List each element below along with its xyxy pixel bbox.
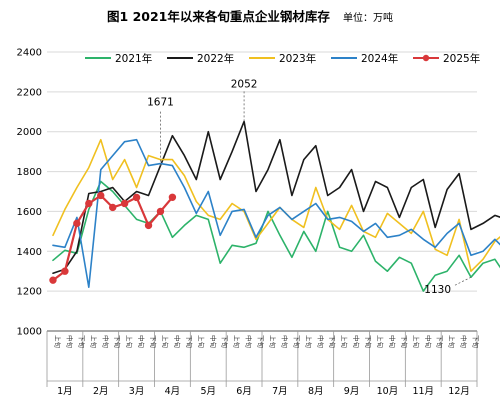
data-point xyxy=(156,207,165,216)
month-label: 2月 xyxy=(93,386,109,397)
series-line xyxy=(52,138,500,289)
x-tick-label: 下旬 xyxy=(436,335,445,349)
x-tick-label: 上旬 xyxy=(89,335,98,349)
data-point xyxy=(73,219,81,228)
month-label: 8月 xyxy=(308,386,324,397)
x-tick-label: 中旬 xyxy=(388,335,397,349)
y-tick-label: 2200 xyxy=(17,87,42,98)
chart-title: 图1 2021年以来各旬重点企业钢材库存 xyxy=(107,9,330,24)
x-tick-label: 上旬 xyxy=(412,335,421,349)
month-label: 9月 xyxy=(344,386,360,397)
x-tick-label: 下旬 xyxy=(472,335,481,349)
data-point xyxy=(144,221,153,230)
x-tick-label: 中旬 xyxy=(460,335,469,349)
x-tick-label: 下旬 xyxy=(292,335,301,349)
x-tick-label: 上旬 xyxy=(197,335,206,349)
x-tick-label: 中旬 xyxy=(209,335,218,349)
month-label: 1月 xyxy=(57,386,73,397)
data-point xyxy=(108,203,117,212)
x-tick-label: 中旬 xyxy=(101,335,110,349)
y-tick-label: 2400 xyxy=(17,48,42,59)
month-label: 5月 xyxy=(200,386,216,397)
legend-label: 2022年 xyxy=(197,52,234,65)
x-tick-label: 下旬 xyxy=(257,335,266,349)
x-tick-label: 中旬 xyxy=(65,335,74,349)
month-label: 6月 xyxy=(236,386,252,397)
data-point xyxy=(49,276,57,284)
y-tick-label: 1000 xyxy=(17,327,42,338)
x-tick-label: 上旬 xyxy=(340,335,349,349)
month-label: 10月 xyxy=(377,386,399,397)
x-tick-label: 中旬 xyxy=(424,335,433,349)
data-point xyxy=(61,267,69,275)
x-tick-label: 下旬 xyxy=(77,335,86,349)
data-point xyxy=(132,193,141,202)
month-label: 11月 xyxy=(412,386,434,397)
legend-label: 2025年 xyxy=(443,52,480,65)
y-tick-label: 1400 xyxy=(17,247,42,258)
data-label: 1671 xyxy=(147,97,174,109)
series-line xyxy=(52,180,500,292)
x-tick-label: 上旬 xyxy=(448,335,457,349)
x-tick-label: 上旬 xyxy=(304,335,313,349)
x-tick-label: 上旬 xyxy=(53,335,62,349)
x-tick-label: 下旬 xyxy=(328,335,337,349)
data-point xyxy=(120,199,129,208)
x-tick-label: 下旬 xyxy=(149,335,158,349)
x-tick-label: 中旬 xyxy=(316,335,325,349)
data-label: 2052 xyxy=(231,78,258,90)
month-label: 12月 xyxy=(448,386,470,397)
series-line xyxy=(52,120,500,275)
x-tick-label: 下旬 xyxy=(113,335,122,349)
month-label: 7月 xyxy=(272,386,288,397)
y-tick-label: 1800 xyxy=(17,167,42,178)
y-tick-label: 1600 xyxy=(17,207,42,218)
x-tick-label: 上旬 xyxy=(268,335,277,349)
month-label: 3月 xyxy=(129,386,145,397)
legend-label: 2023年 xyxy=(279,52,316,65)
x-tick-label: 下旬 xyxy=(364,335,373,349)
x-tick-label: 中旬 xyxy=(173,335,182,349)
x-tick-label: 上旬 xyxy=(161,335,170,349)
legend-marker xyxy=(422,54,430,62)
x-tick-label: 中旬 xyxy=(352,335,361,349)
data-point xyxy=(97,191,105,200)
month-label: 4月 xyxy=(165,386,181,397)
chart-title-row: 图1 2021年以来各旬重点企业钢材库存 单位：万吨 xyxy=(0,6,500,25)
x-tick-label: 上旬 xyxy=(125,335,134,349)
annotation-leader xyxy=(454,276,472,286)
x-tick-label: 下旬 xyxy=(400,335,409,349)
unit-label: 单位：万吨 xyxy=(342,13,393,24)
x-tick-label: 中旬 xyxy=(280,335,289,349)
data-label: 1130 xyxy=(424,284,451,296)
data-point xyxy=(168,193,177,201)
x-tick-label: 下旬 xyxy=(221,335,230,349)
x-tick-label: 上旬 xyxy=(233,335,242,349)
y-tick-label: 2000 xyxy=(17,127,42,138)
y-tick-label: 1200 xyxy=(17,287,42,298)
data-point xyxy=(85,199,93,208)
legend-label: 2024年 xyxy=(361,52,398,65)
x-tick-label: 上旬 xyxy=(376,335,385,349)
x-tick-label: 下旬 xyxy=(185,335,194,349)
x-tick-label: 中旬 xyxy=(245,335,254,349)
x-tick-label: 中旬 xyxy=(137,335,146,349)
legend-label: 2021年 xyxy=(115,52,152,65)
